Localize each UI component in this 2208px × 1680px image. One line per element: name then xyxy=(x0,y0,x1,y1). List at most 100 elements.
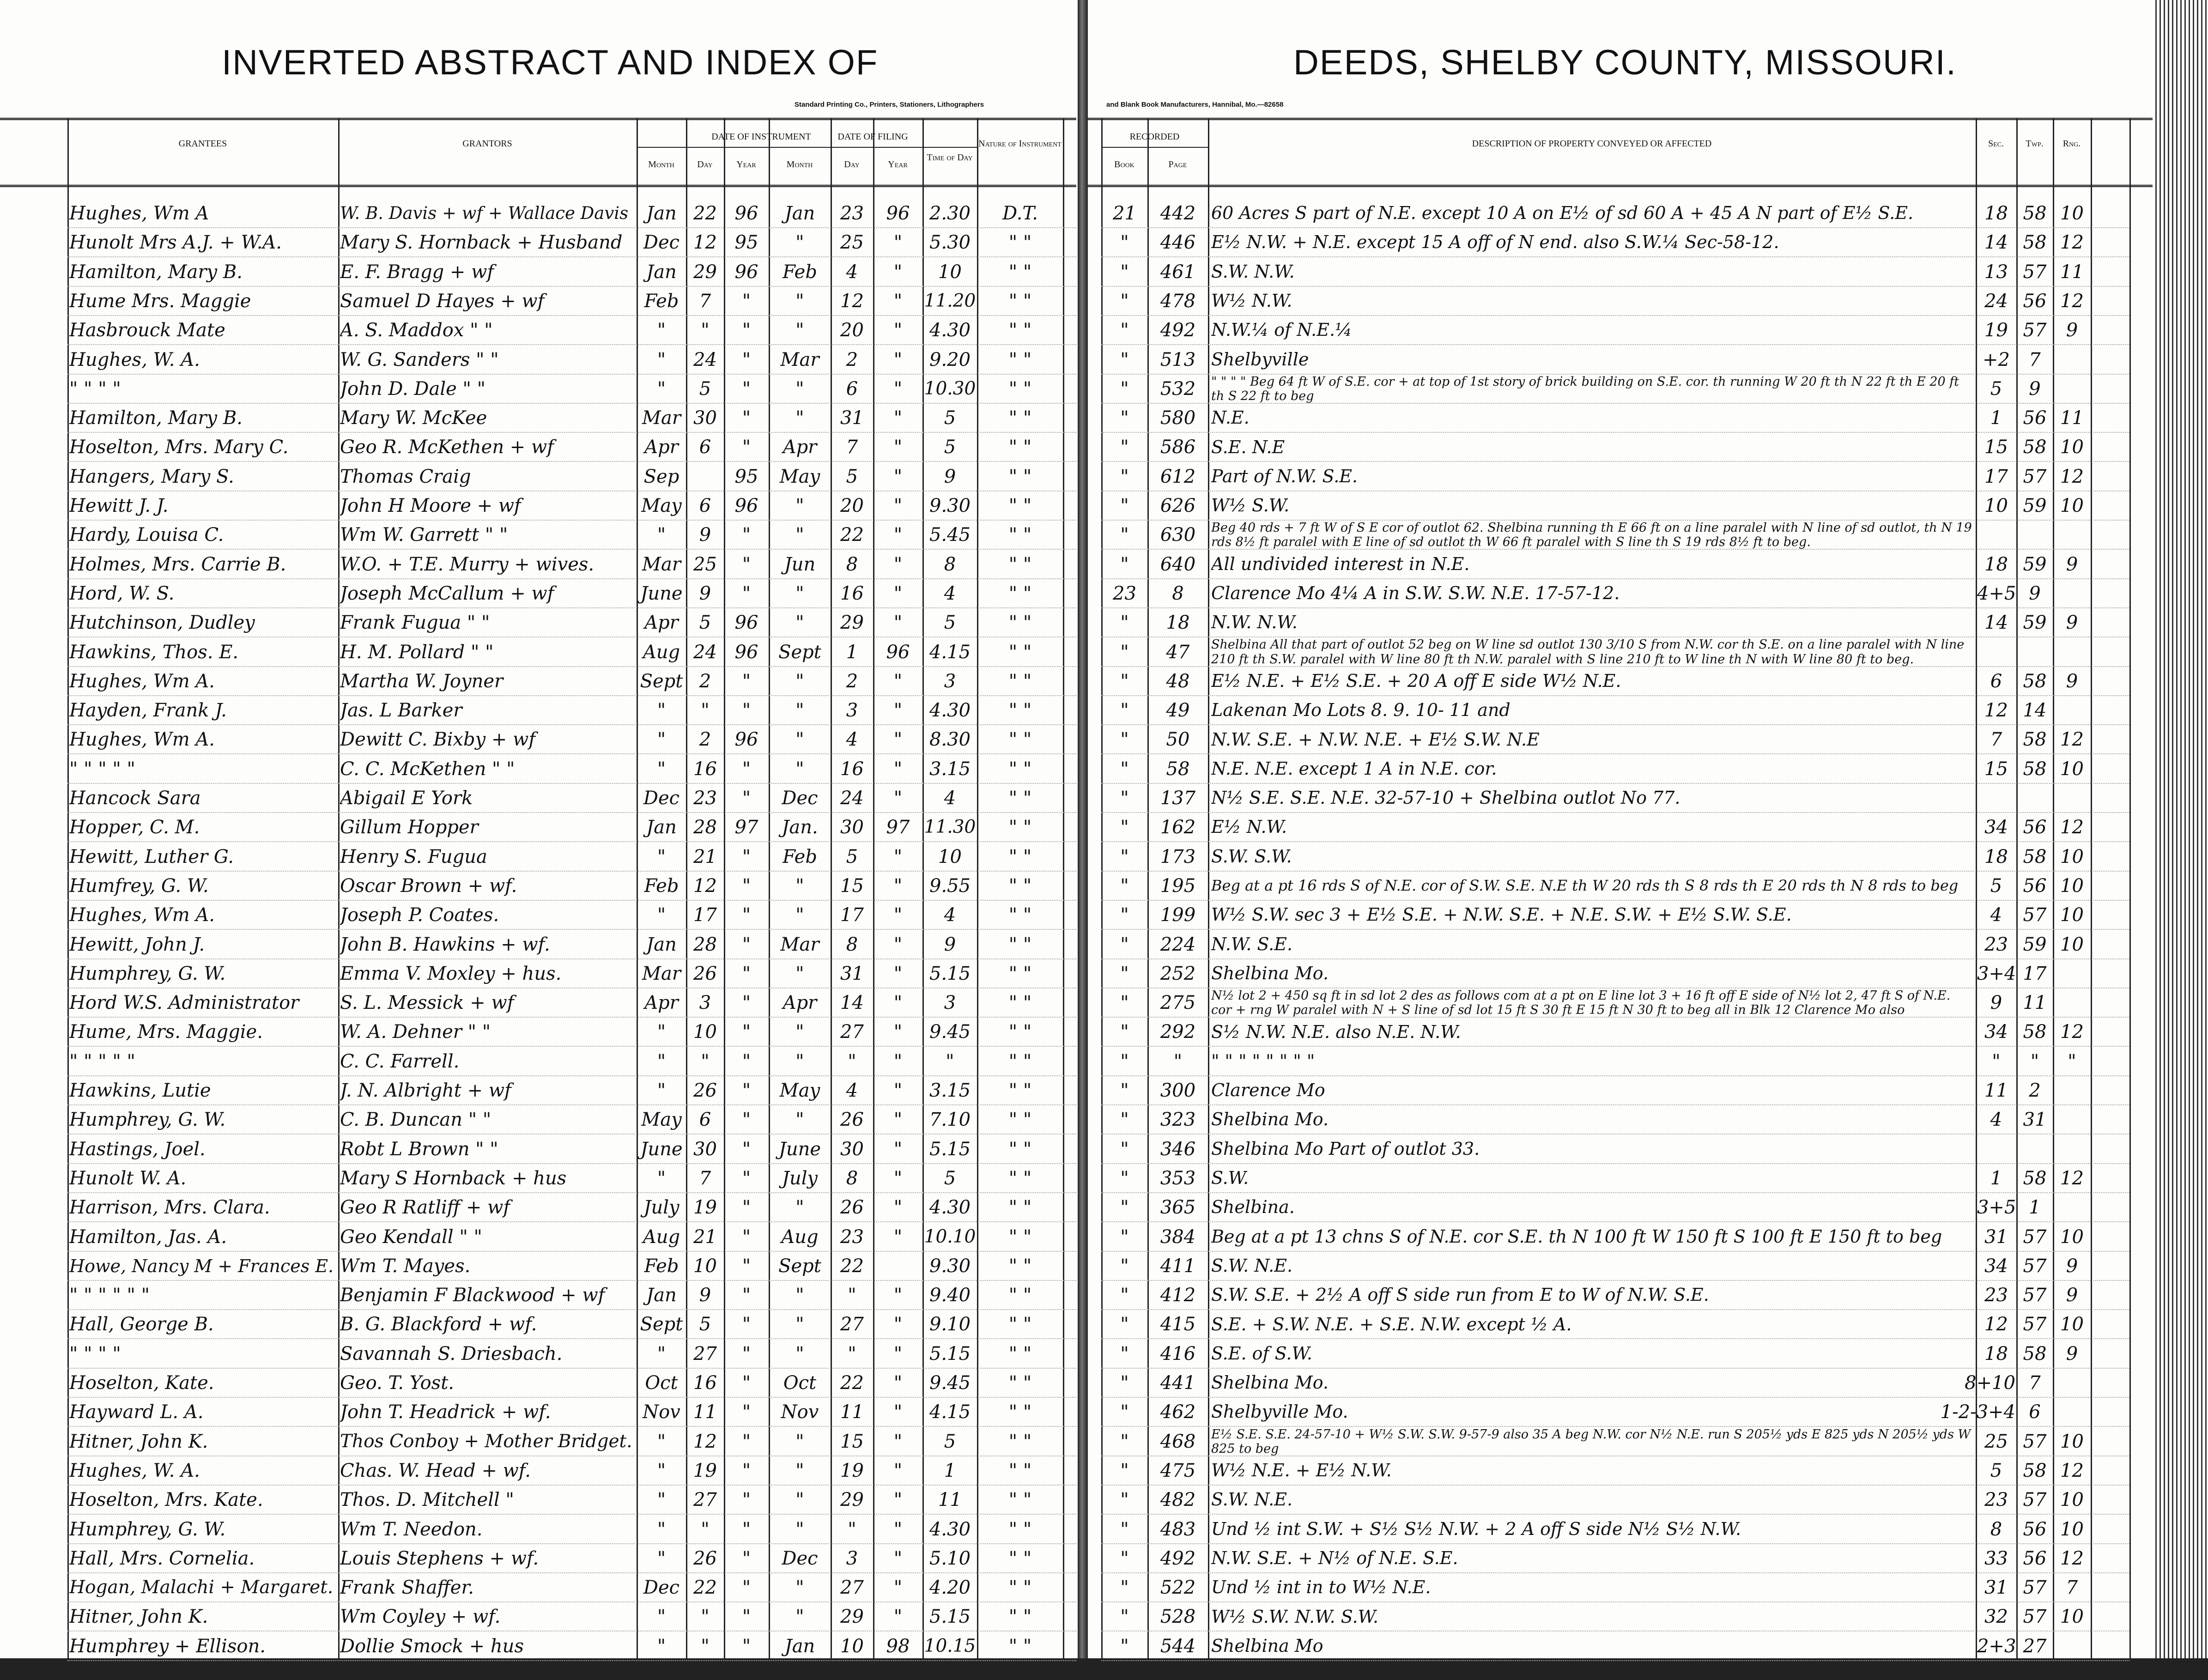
grantee: Hall, Mrs. Cornelia. xyxy=(69,1547,255,1569)
grantor: Geo R. McKethen + wf xyxy=(340,437,554,458)
township: 56 xyxy=(2023,1518,2047,1540)
filing-year: " xyxy=(893,320,903,341)
nature-of-instrument: " " xyxy=(1008,437,1032,458)
instrument-year: " xyxy=(742,553,751,575)
filing-month: " xyxy=(795,729,804,751)
recorded-book: " xyxy=(1120,641,1129,663)
recorded-page: 612 xyxy=(1160,466,1196,487)
instrument-day: 5 xyxy=(699,612,711,634)
row-rule xyxy=(1101,1543,2129,1544)
instrument-day: 9 xyxy=(699,1285,711,1306)
nature-of-instrument: " " xyxy=(1008,1285,1032,1306)
instrument-month: " xyxy=(657,1050,666,1072)
instrument-day: 17 xyxy=(693,904,717,926)
instrument-year: " xyxy=(742,904,751,926)
grantee: Humphrey, G. W. xyxy=(69,1518,226,1540)
instrument-month: " xyxy=(657,1489,666,1511)
range xyxy=(2054,1077,2090,1104)
recorded-page: 47 xyxy=(1166,641,1190,663)
row-rule xyxy=(1101,578,2129,579)
recorded-book: " xyxy=(1120,378,1129,400)
instrument-day: 2 xyxy=(699,729,711,751)
filing-year: " xyxy=(893,582,903,604)
instrument-year: " xyxy=(742,1343,751,1365)
filing-year: " xyxy=(893,378,903,400)
recorded-page: 292 xyxy=(1160,1021,1196,1043)
grantor: Emma V. Moxley + hus. xyxy=(340,963,562,984)
filing-year: " xyxy=(893,1109,903,1131)
filing-time: 7.10 xyxy=(929,1109,971,1131)
row-rule xyxy=(1101,461,2129,462)
township: 57 xyxy=(2023,1489,2047,1511)
range: 9 xyxy=(2066,320,2078,341)
recorded-page: 8 xyxy=(1172,582,1184,604)
header-filing-month: Month xyxy=(786,159,813,170)
instrument-year: " xyxy=(742,1226,751,1248)
header-rng: Rng. xyxy=(2062,139,2081,149)
filing-year: " xyxy=(893,553,903,575)
book-gutter xyxy=(1078,0,1088,1680)
township: 57 xyxy=(2023,904,2047,926)
instrument-year: " xyxy=(742,1314,751,1335)
filing-day: 15 xyxy=(840,875,864,897)
instrument-year: " xyxy=(742,1401,751,1423)
grantee: Hoselton, Mrs. Mary C. xyxy=(69,437,289,458)
grantee: Hord, W. S. xyxy=(69,582,175,604)
section: 14 xyxy=(1984,232,2008,254)
recorded-page: 415 xyxy=(1160,1314,1196,1335)
filing-year: " xyxy=(893,349,903,370)
section: 14 xyxy=(1984,612,2008,634)
filing-day: 4 xyxy=(846,1080,858,1101)
section: 31 xyxy=(1984,1226,2008,1248)
row-rule xyxy=(67,987,1076,989)
township: 58 xyxy=(2023,670,2047,692)
filing-day: 30 xyxy=(840,817,864,838)
nature-of-instrument: " " xyxy=(1008,963,1032,984)
range: 9 xyxy=(2066,1343,2078,1365)
filing-month: Dec xyxy=(782,788,818,809)
filing-month: Sept xyxy=(778,641,821,663)
instrument-day: 21 xyxy=(693,1226,717,1248)
description: 60 Acres S part of N.E. except 10 A on E… xyxy=(1211,203,1914,224)
section: 18 xyxy=(1984,203,2008,224)
column-divider xyxy=(1101,118,1103,1658)
recorded-book: " xyxy=(1120,846,1129,867)
grantee: Hughes, W. A. xyxy=(69,1460,200,1481)
row-rule xyxy=(67,373,1076,375)
grantee: Hughes, Wm A. xyxy=(69,670,215,692)
grantee: Hewitt, Luther G. xyxy=(69,846,234,867)
description: All undivided interest in N.E. xyxy=(1211,553,1470,574)
row-rule xyxy=(67,432,1076,433)
range xyxy=(2054,960,2090,988)
row-rule xyxy=(1101,841,2129,843)
nature-of-instrument: " " xyxy=(1008,1050,1032,1072)
filing-day: 16 xyxy=(840,758,864,780)
instrument-subheader-rule xyxy=(637,147,886,148)
grantee: Holmes, Mrs. Carrie B. xyxy=(69,553,286,575)
row-rule xyxy=(67,1250,1076,1252)
nature-of-instrument: " " xyxy=(1008,846,1032,867)
instrument-day: 27 xyxy=(693,1489,717,1511)
township: 57 xyxy=(2023,320,2047,341)
recorded-page: 528 xyxy=(1160,1606,1196,1628)
recorded-book: " xyxy=(1120,1109,1129,1131)
row-rule xyxy=(67,1338,1076,1340)
instrument-day: 3 xyxy=(699,992,711,1014)
row-rule xyxy=(1101,1250,2129,1252)
nature-of-instrument: " " xyxy=(1008,700,1032,722)
instrument-day: " xyxy=(701,320,710,341)
filing-day: 27 xyxy=(840,1577,864,1599)
range xyxy=(2054,375,2090,403)
filing-time: 2.30 xyxy=(929,203,971,224)
filing-year: " xyxy=(893,1431,903,1452)
filing-time: 5 xyxy=(944,407,956,429)
recorded-page: 461 xyxy=(1160,261,1196,283)
filing-time: 5.15 xyxy=(929,963,971,984)
recorded-page: 483 xyxy=(1160,1518,1196,1540)
instrument-year: " xyxy=(742,290,751,312)
range xyxy=(2054,638,2090,666)
filing-month: " xyxy=(795,875,804,897)
township: 17 xyxy=(2023,963,2047,984)
grantor: Geo. T. Yost. xyxy=(340,1372,454,1394)
filing-year: " xyxy=(893,963,903,984)
